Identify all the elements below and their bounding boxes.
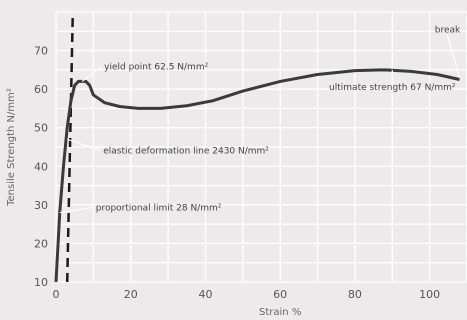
annotation-label: yield point 62.5 N/mm² (104, 62, 208, 72)
annotation-label: proportional limit 28 N/mm² (96, 204, 222, 214)
x-tick-label: 20 (124, 288, 138, 301)
y-axis-title: Tensile Strength N/mm² (6, 88, 17, 207)
annotations: yield point 62.5 N/mm² elastic deformatio… (96, 26, 461, 214)
y-tick-label: 60 (34, 83, 48, 96)
y-tick-label: 10 (34, 276, 48, 289)
elastic-reference-dashed-line (65, 11, 75, 283)
annotation-leader-lines (59, 35, 461, 214)
x-tick-label: 0 (53, 288, 60, 301)
annotation-label: break (435, 26, 461, 36)
y-tick-label: 20 (34, 237, 48, 250)
x-tick-label: 80 (348, 288, 362, 301)
annotation-label: elastic deformation line 2430 N/mm² (103, 146, 269, 156)
series-line (54, 68, 460, 283)
y-tick-label: 50 (34, 122, 48, 135)
x-tick-label: 60 (273, 288, 287, 301)
y-tick-label: 70 (34, 45, 48, 58)
annotation-leader-line (59, 206, 93, 214)
x-axis-title: Strain % (259, 307, 301, 318)
y-tick-label: 40 (34, 160, 48, 173)
y-tick-labels: 10 20 30 40 50 60 70 (34, 45, 48, 289)
annotation-leader-line (67, 138, 101, 151)
annotation-leader-line (446, 35, 461, 78)
x-tick-label: 100 (419, 288, 440, 301)
x-tick-label: 40 (198, 288, 212, 301)
x-tick-labels: 0 20 40 60 80 100 (53, 288, 441, 301)
annotation-label: ultimate strength 67 N/mm² (329, 83, 456, 93)
annotation-leader-line (81, 65, 102, 82)
y-tick-label: 30 (34, 199, 48, 212)
